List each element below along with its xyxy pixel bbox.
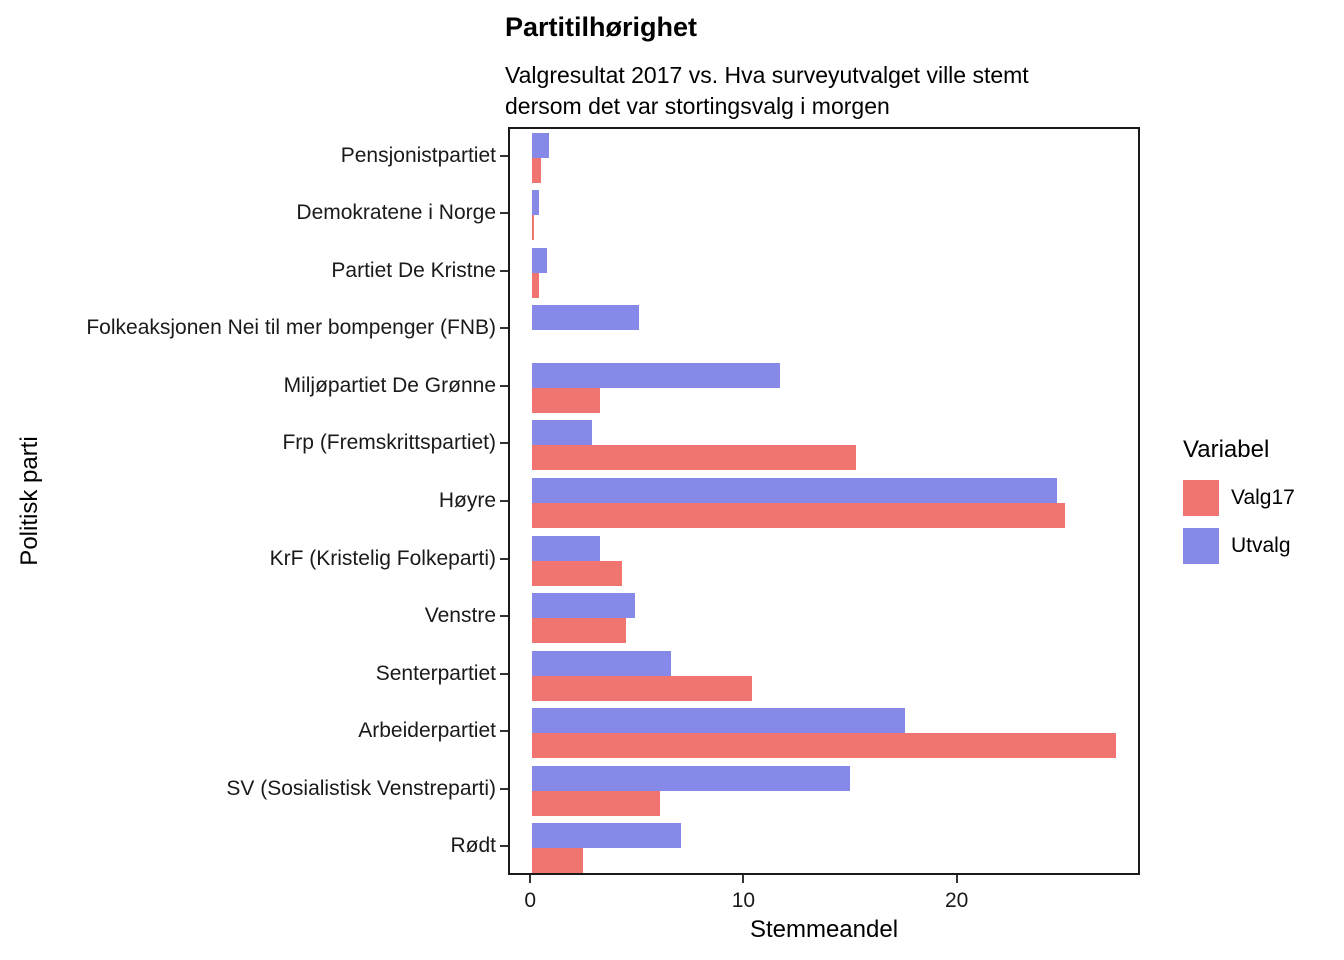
y-tick-label-6: Høyre	[438, 489, 496, 512]
bar-utvalg-10	[532, 708, 906, 734]
y-tick-mark-10	[500, 730, 508, 733]
y-tick-label-12: Rødt	[450, 834, 496, 858]
x-axis-title: Stemmeandel	[749, 916, 899, 943]
y-tick-mark-11	[500, 787, 508, 790]
bar-valg17-11	[532, 790, 661, 816]
legend-label-utvalg: Utvalg	[1231, 534, 1291, 557]
x-tick-mark-20	[955, 875, 958, 883]
chart-subtitle-line1: Valgresultat 2017 vs. Hva surveyutvalget…	[505, 62, 1029, 88]
y-tick-mark-5	[500, 442, 508, 445]
bar-utvalg-9	[532, 650, 671, 676]
y-tick-label-2: Partiet De Kristne	[331, 258, 496, 282]
bar-utvalg-8	[532, 593, 635, 619]
y-tick-label-3: Folkeaksjonen Nei til mer bompenger (FNB…	[86, 316, 496, 340]
x-tick-label-10: 10	[731, 889, 756, 912]
bar-utvalg-2	[532, 247, 548, 273]
y-tick-label-10: Arbeiderpartiet	[358, 719, 496, 743]
bar-valg17-9	[532, 675, 752, 701]
legend-swatch-utvalg	[1183, 528, 1219, 564]
bar-utvalg-7	[532, 535, 601, 561]
legend-entries: Valg17 Utvalg	[1183, 480, 1295, 564]
y-tick-mark-12	[500, 845, 508, 848]
y-tick-mark-7	[500, 557, 508, 560]
y-tick-label-9: Senterpartiet	[375, 661, 496, 685]
y-tick-label-11: SV (Sosialistisk Venstreparti)	[226, 776, 496, 800]
bar-utvalg-11	[532, 765, 850, 791]
bar-utvalg-5	[532, 420, 592, 446]
legend-swatch-valg17	[1183, 480, 1219, 516]
bar-valg17-6	[532, 503, 1066, 528]
bar-valg17-0	[532, 157, 541, 183]
legend-label-valg17: Valg17	[1231, 486, 1295, 509]
y-tick-mark-6	[500, 500, 508, 502]
y-tick-label-4: Miljøpartiet De Grønne	[283, 373, 496, 397]
bar-utvalg-3	[532, 305, 639, 331]
chart-title: Partitilhørighet	[505, 12, 698, 42]
y-axis-title: Politisk parti	[16, 436, 43, 566]
y-tick-mark-9	[500, 672, 508, 675]
legend-entry-valg17: Valg17	[1183, 480, 1295, 516]
bar-utvalg-12	[532, 823, 682, 849]
bar-valg17-2	[532, 272, 539, 298]
x-tick-mark-10	[742, 875, 745, 883]
y-tick-label-0: Pensjonistpartiet	[340, 143, 496, 167]
chart-subtitle: Valgresultat 2017 vs. Hva surveyutvalget…	[505, 60, 1029, 122]
bar-valg17-4	[532, 387, 601, 413]
y-tick-mark-1	[500, 212, 508, 215]
chart-subtitle-line2: dersom det var stortingsvalg i morgen	[505, 93, 890, 119]
legend: Variabel Valg17 Utvalg	[1183, 436, 1295, 576]
y-tick-mark-8	[500, 615, 508, 618]
bar-valg17-8	[532, 618, 626, 644]
bar-valg17-7	[532, 560, 622, 586]
y-tick-mark-0	[500, 154, 508, 157]
legend-entry-utvalg: Utvalg	[1183, 528, 1295, 564]
y-tick-mark-4	[500, 384, 508, 387]
bar-utvalg-4	[532, 362, 780, 388]
bar-valg17-5	[532, 445, 857, 471]
plot-panel	[508, 127, 1140, 875]
bar-valg17-10	[532, 733, 1117, 759]
x-tick-label-0: 0	[524, 889, 537, 912]
bar-utvalg-0	[532, 132, 550, 158]
y-tick-mark-2	[500, 269, 508, 272]
bar-valg17-1	[532, 215, 535, 241]
x-tick-mark-0	[529, 875, 532, 883]
x-tick-label-20: 20	[944, 889, 969, 912]
y-tick-mark-3	[500, 327, 508, 330]
y-tick-label-1: Demokratene i Norge	[296, 201, 496, 225]
y-tick-label-8: Venstre	[424, 604, 496, 628]
bar-utvalg-1	[532, 190, 539, 216]
bar-utvalg-6	[532, 478, 1057, 503]
bar-valg17-12	[532, 848, 584, 873]
y-tick-label-5: Frp (Fremskrittspartiet)	[282, 431, 496, 455]
legend-title: Variabel	[1183, 436, 1270, 463]
y-tick-label-7: KrF (Kristelig Folkeparti)	[269, 546, 496, 570]
